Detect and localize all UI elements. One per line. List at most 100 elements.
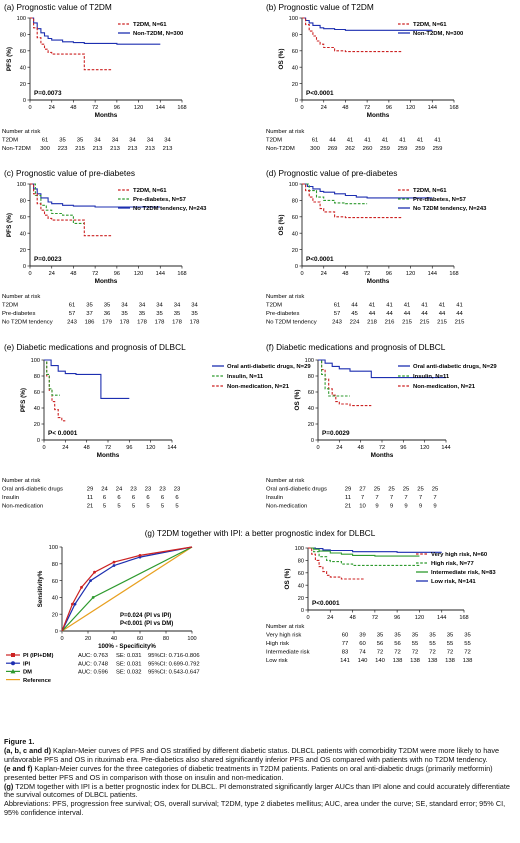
panel-c-risk-value: 37 bbox=[86, 311, 93, 317]
panel-e-ytick-label: 40 bbox=[34, 406, 40, 412]
panel-c-ytick-label: 60 bbox=[20, 215, 26, 221]
panel-g2-risk-value: 74 bbox=[359, 650, 366, 656]
roc-xtick-label: 40 bbox=[111, 636, 117, 642]
panel-f-xtick-label: 72 bbox=[379, 445, 385, 451]
panel-b-risk-value: 269 bbox=[328, 146, 338, 152]
panel-g2-risk-value: 55 bbox=[464, 641, 471, 647]
roc-legend-se: SE: 0.031 bbox=[116, 661, 141, 667]
panel-e-risk-row-label: Oral anti-diabetic drugs bbox=[2, 487, 63, 493]
panel-d-risk-value: 224 bbox=[350, 320, 361, 326]
panel-g2-xtick-label: 96 bbox=[394, 615, 400, 621]
panel-e-curve bbox=[44, 359, 60, 396]
panel-g2-y-label: OS (%) bbox=[284, 569, 291, 590]
panel-f-curve bbox=[318, 359, 372, 407]
panel-b-ytick-label: 60 bbox=[292, 49, 298, 55]
roc-legend-auc: AUC: 0.596 bbox=[78, 670, 108, 676]
panel-g2-xtick-label: 0 bbox=[306, 615, 309, 621]
panel-d-risk-value: 44 bbox=[369, 311, 376, 317]
panel-b-risk-value: 262 bbox=[345, 146, 355, 152]
panel-c-risk-value: 36 bbox=[104, 311, 111, 317]
panel-f-ytick-label: 20 bbox=[308, 422, 314, 428]
panel-b-risk-value: 41 bbox=[399, 138, 406, 144]
panel-f-y-label: OS (%) bbox=[294, 390, 301, 411]
panel-g2-legend-label: Intermediate risk, N=83 bbox=[431, 570, 496, 576]
panel-d-risk-value: 41 bbox=[439, 303, 446, 309]
panel-b-risk-value: 44 bbox=[329, 138, 336, 144]
roc-point bbox=[93, 570, 96, 574]
panel-d-y-label: OS (%) bbox=[278, 215, 285, 236]
panel-g2-risk-value: 55 bbox=[412, 641, 419, 647]
panel-d-xtick-label: 24 bbox=[321, 271, 327, 277]
panel-e-ytick-label: 20 bbox=[34, 422, 40, 428]
panel-f-legend-label: Oral anti-diabetic drugs, N=29 bbox=[413, 364, 497, 370]
panel-a-curve bbox=[30, 17, 161, 45]
panel-a-risk-value: 213 bbox=[110, 146, 121, 152]
panel-d-xtick-label: 144 bbox=[428, 271, 437, 277]
panel-g2-legend-label: Low risk, N=141 bbox=[431, 579, 476, 585]
panel-c-legend-label: T2DM, N=61 bbox=[133, 188, 167, 194]
panel-e-risk-value: 21 bbox=[87, 504, 94, 510]
roc-legend-se: SE: 0.031 bbox=[116, 653, 141, 659]
panel-a-ytick-label: 100 bbox=[17, 16, 26, 22]
caption-ef: (e and f) Kaplan-Meier curves for the th… bbox=[4, 763, 493, 782]
roc-legend-auc: AUC: 0.763 bbox=[78, 653, 108, 659]
panel-e-risk-value: 5 bbox=[161, 504, 165, 510]
panel-c-ytick-label: 20 bbox=[20, 248, 26, 254]
panel-g2-risk-value: 138 bbox=[393, 658, 404, 664]
panel-f-risk-value: 29 bbox=[345, 487, 352, 493]
panel-d-risk-value: 44 bbox=[439, 311, 446, 317]
roc-ytick-label: 20 bbox=[52, 612, 58, 618]
panel-e-risk-value: 6 bbox=[132, 495, 136, 501]
panel-c-legend-label: Pre-diabetes, N=57 bbox=[133, 197, 187, 203]
roc-ytick-label: 60 bbox=[52, 579, 58, 585]
roc-legend-ci: 95%CI: 0.543-0.647 bbox=[148, 670, 200, 676]
panel-f-xtick-label: 96 bbox=[400, 445, 406, 451]
panel-c-xtick-label: 24 bbox=[49, 271, 55, 277]
panel-d-risk-value: 41 bbox=[386, 303, 393, 309]
panel-g2-risk-value: 83 bbox=[342, 650, 349, 656]
roc-legend-name: Reference bbox=[23, 678, 52, 684]
panel-b-risk-value: 61 bbox=[312, 138, 319, 144]
panel-f-ytick-label: 80 bbox=[308, 374, 314, 380]
panel-c-risk-value: 34 bbox=[156, 303, 163, 309]
panel-e-x-label: Months bbox=[97, 452, 120, 459]
panel-c-ytick-label: 40 bbox=[20, 231, 26, 237]
panel-c-xtick-label: 72 bbox=[92, 271, 98, 277]
panel-a-risk-value: 213 bbox=[163, 146, 174, 152]
panel-c-xtick-label: 0 bbox=[28, 271, 31, 277]
panel-b-curve bbox=[302, 17, 433, 31]
panel-c-risk-value: 35 bbox=[139, 311, 146, 317]
panel-c-risk-value: 35 bbox=[121, 311, 128, 317]
panel-d-ytick-label: 100 bbox=[289, 182, 298, 188]
roc-xtick-label: 20 bbox=[85, 636, 91, 642]
roc-point bbox=[80, 585, 83, 589]
panel-c-risk-row-label: No T2DM tendency bbox=[2, 320, 53, 326]
roc-x-label: 100% - Specificity% bbox=[98, 643, 156, 650]
caption-abbreviations: Abbreviations: PFS, progression free sur… bbox=[4, 799, 506, 818]
panel-g2-risk-value: 56 bbox=[377, 641, 384, 647]
panel-f-risk-value: 7 bbox=[404, 495, 407, 501]
panel-f-risk-value: 25 bbox=[432, 487, 439, 493]
roc-point bbox=[138, 554, 142, 557]
panel-c-risk-value: 243 bbox=[67, 320, 78, 326]
panel-b-xtick-label: 120 bbox=[406, 105, 415, 111]
panel-a-xtick-label: 24 bbox=[49, 105, 55, 111]
roc-xtick-label: 0 bbox=[60, 636, 63, 642]
roc-legend-marker bbox=[11, 661, 15, 666]
roc-curve bbox=[61, 546, 193, 632]
panel-d-legend-label: Pre-diabetes, N=57 bbox=[413, 197, 467, 203]
panel-b-risk-value: 41 bbox=[382, 138, 389, 144]
panel-e-risk-value: 6 bbox=[117, 495, 121, 501]
panel-g2-ytick-label: 80 bbox=[298, 559, 304, 565]
panel-d-xtick-label: 96 bbox=[386, 271, 392, 277]
panel-c-risk-value: 186 bbox=[85, 320, 96, 326]
panel-d-curve bbox=[302, 183, 368, 205]
panel-g2-curve bbox=[308, 547, 442, 553]
panel-e-risk-value: 23 bbox=[159, 487, 166, 493]
panel-b-ytick-label: 20 bbox=[292, 82, 298, 88]
panel-d-risk-value: 44 bbox=[421, 311, 428, 317]
panel-d-ytick-label: 80 bbox=[292, 199, 298, 205]
panel-a-ytick-label: 80 bbox=[20, 33, 26, 39]
panel-f-risk-value: 11 bbox=[345, 495, 351, 501]
